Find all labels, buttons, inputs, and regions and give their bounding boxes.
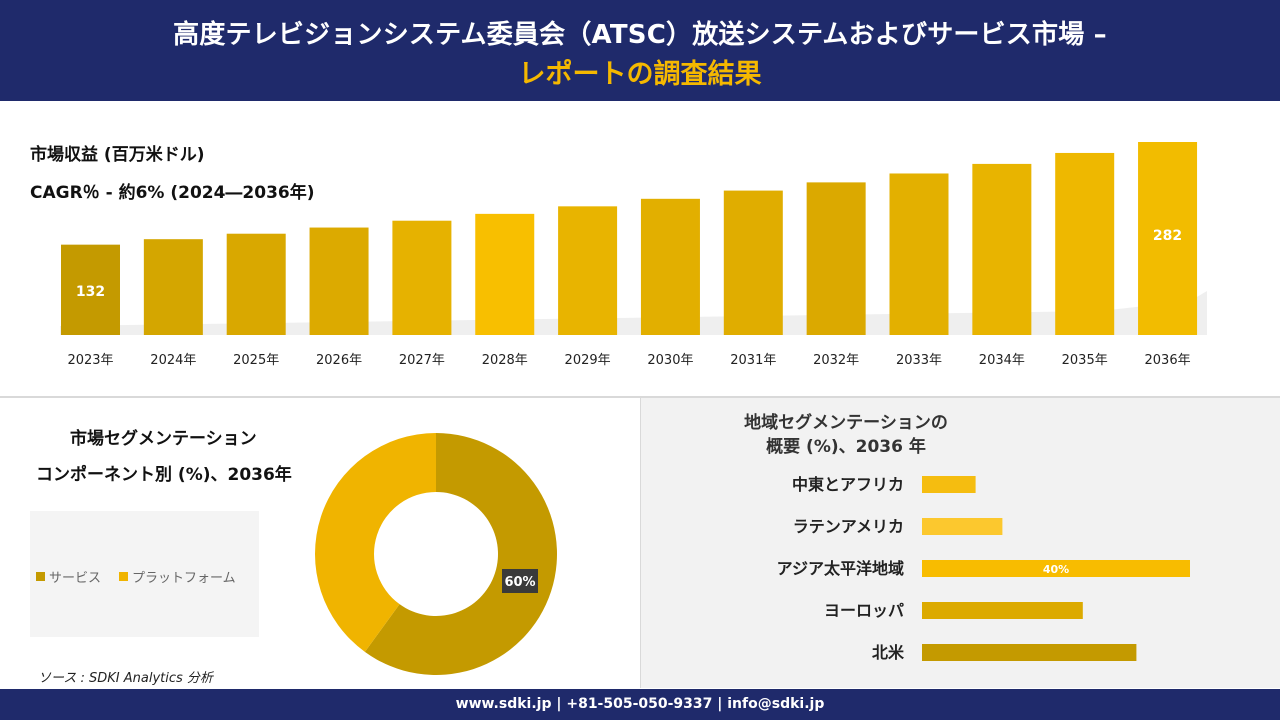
revenue-bar-chart: 132 282 2023年 2024年 2025年 2026年 2027年 2028年 202… bbox=[60, 142, 1207, 368]
section-divider-horizontal bbox=[0, 396, 1280, 398]
revenue-bar-2034 bbox=[972, 163, 1032, 335]
regional-title-line2: 概要 (%)、2036 年 bbox=[766, 437, 926, 457]
revenue-bar-2024 bbox=[143, 239, 203, 335]
legend-label-services: サービス bbox=[49, 571, 102, 586]
regional-title-line1: 地域セグメンテーションの bbox=[641, 408, 1280, 433]
revenue-tick-2034: 2034年 bbox=[979, 353, 1025, 368]
revenue-tick-2036: 2036年 bbox=[1145, 353, 1191, 368]
revenue-bar-2025 bbox=[226, 233, 286, 335]
revenue-bar-2026 bbox=[309, 227, 369, 335]
revenue-bar-2027 bbox=[392, 220, 452, 335]
revenue-tick-2026: 2026年 bbox=[316, 353, 362, 368]
region-bar-1 bbox=[922, 518, 1003, 535]
revenue-tick-2030: 2030年 bbox=[647, 353, 693, 368]
region-bar-4 bbox=[922, 644, 1137, 661]
legend-item-platform: プラットフォーム bbox=[119, 567, 236, 586]
regional-panel: 地域セグメンテーションの 概要 (%)、2036 年 bbox=[641, 398, 1280, 688]
contact-footer: www.sdki.jp | +81-505-050-9337 | info@sd… bbox=[0, 689, 1280, 720]
legend-label-platform: プラットフォーム bbox=[132, 571, 236, 586]
revenue-bar-2030 bbox=[640, 198, 700, 335]
revenue-tick-2028: 2028年 bbox=[482, 353, 528, 368]
revenue-bar-2035 bbox=[1055, 152, 1115, 335]
revenue-bar-2029 bbox=[558, 206, 618, 335]
revenue-data-label-2023: 132 bbox=[76, 284, 105, 300]
region-bar-0 bbox=[922, 476, 976, 493]
segment-legend: サービス プラットフォーム bbox=[30, 511, 259, 637]
report-title-line1: 高度テレビジョンシステム委員会（ATSC）放送システムおよびサービス市場 – bbox=[173, 20, 1107, 50]
revenue-bar-2031 bbox=[723, 190, 783, 335]
donut-label-box-services bbox=[502, 569, 538, 593]
revenue-bar-2036 bbox=[1138, 142, 1198, 335]
revenue-tick-2024: 2024年 bbox=[150, 353, 196, 368]
region-bar-3 bbox=[922, 602, 1083, 619]
legend-swatch-platform bbox=[119, 572, 128, 581]
region-label-4: 北米 bbox=[872, 643, 905, 662]
revenue-bar-2033 bbox=[889, 173, 949, 335]
region-data-label-2: 40% bbox=[1043, 563, 1069, 576]
region-label-1: ラテンアメリカ bbox=[793, 517, 904, 536]
segment-title-line1: 市場セグメンテーション bbox=[70, 429, 257, 449]
section-divider-vertical bbox=[640, 398, 641, 688]
legend-swatch-services bbox=[36, 572, 45, 581]
region-label-2: アジア太平洋地域 bbox=[777, 559, 904, 578]
region-label-0: 中東とアフリカ bbox=[792, 475, 904, 494]
revenue-tick-2025: 2025年 bbox=[233, 353, 279, 368]
revenue-tick-2033: 2033年 bbox=[896, 353, 942, 368]
revenue-tick-2032: 2032年 bbox=[813, 353, 859, 368]
revenue-tick-2027: 2027年 bbox=[399, 353, 445, 368]
regional-title-line1-text: 地域セグメンテーションの bbox=[744, 413, 948, 433]
segment-title-line2: コンポーネント別 (%)、2036年 bbox=[36, 465, 292, 485]
revenue-tick-2023: 2023年 bbox=[67, 353, 113, 368]
region-label-3: ヨーロッパ bbox=[824, 601, 904, 620]
revenue-bar-2032 bbox=[806, 182, 866, 335]
revenue-data-label-2036: 282 bbox=[1153, 228, 1182, 244]
source-note: ソース : SDKI Analytics 分析 bbox=[38, 671, 213, 686]
component-donut-chart: 60% bbox=[315, 433, 557, 675]
donut-label-services: 60% bbox=[504, 575, 535, 590]
revenue-tick-2029: 2029年 bbox=[565, 353, 611, 368]
revenue-tick-2035: 2035年 bbox=[1062, 353, 1108, 368]
revenue-bar-2028 bbox=[475, 213, 535, 335]
report-header: 高度テレビジョンシステム委員会（ATSC）放送システムおよびサービス市場 – レ… bbox=[0, 0, 1280, 101]
donut-slice-services bbox=[364, 433, 557, 675]
donut-slice-platform bbox=[315, 433, 436, 652]
revenue-bar-2023 bbox=[61, 244, 120, 335]
cagr-label: CAGR％ - 約6% (2024―2036年) bbox=[30, 183, 315, 203]
legend-item-services: サービス bbox=[36, 567, 101, 586]
region-bar-2 bbox=[922, 560, 1190, 577]
revenue-chart-title: 市場収益 (百万米ドル) bbox=[30, 145, 205, 165]
report-title-line2: レポートの調査結果 bbox=[518, 59, 762, 90]
revenue-tick-2031: 2031年 bbox=[730, 353, 776, 368]
